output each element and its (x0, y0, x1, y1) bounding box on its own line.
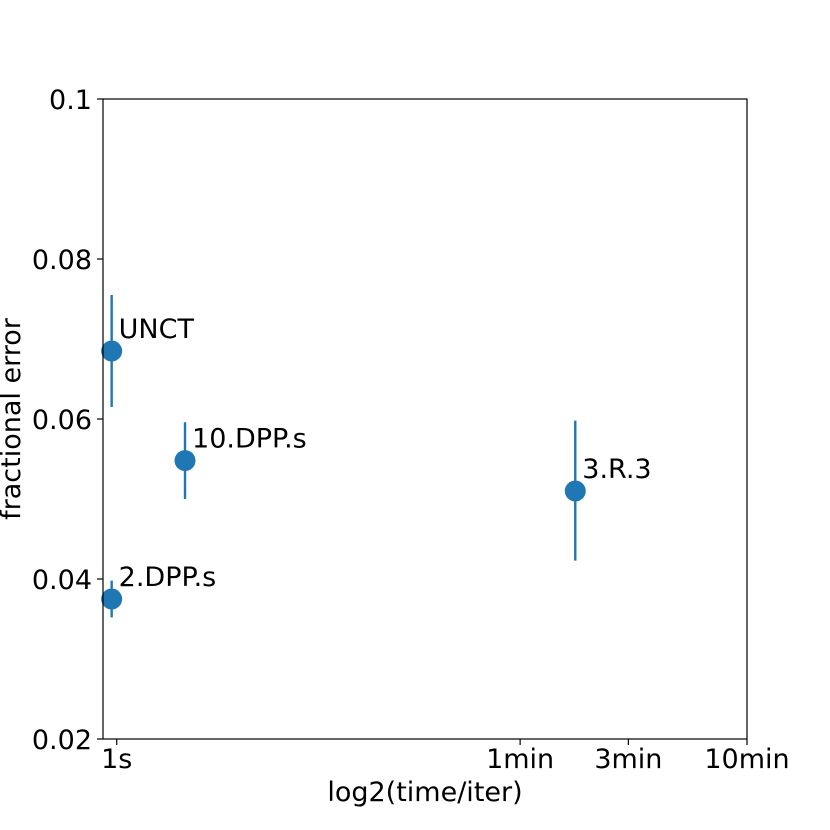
y-axis-ticks: 0.02 0.04 0.06 0.08 0.1 (32, 85, 103, 756)
x-tick-label: 1min (486, 744, 554, 775)
y-tick-label: 0.06 (32, 405, 92, 436)
data-point (101, 340, 123, 362)
y-axis-label: fractional error (0, 317, 27, 520)
y-tick-label: 0.04 (32, 565, 92, 596)
y-tick-label: 0.1 (49, 85, 92, 116)
data-point (174, 450, 196, 472)
chart-marks: UNCT 10.DPP.s 3.R.3 2.DPP.s (101, 295, 652, 618)
x-tick-label: 1s (101, 744, 132, 775)
point-label: UNCT (119, 314, 195, 345)
plot-frame (102, 98, 748, 740)
point-label: 3.R.3 (582, 454, 651, 485)
point-label: 10.DPP.s (192, 424, 307, 455)
x-axis-ticks: 1s 1min 3min 10min (101, 739, 790, 775)
x-tick-label: 3min (594, 744, 662, 775)
y-tick-label: 0.08 (32, 245, 92, 276)
x-tick-label: 10min (704, 744, 789, 775)
y-tick-label: 0.02 (32, 725, 92, 756)
data-point (564, 480, 586, 502)
x-axis-label: log2(time/iter) (327, 777, 522, 808)
point-label: 2.DPP.s (119, 562, 217, 593)
data-point (101, 588, 123, 610)
